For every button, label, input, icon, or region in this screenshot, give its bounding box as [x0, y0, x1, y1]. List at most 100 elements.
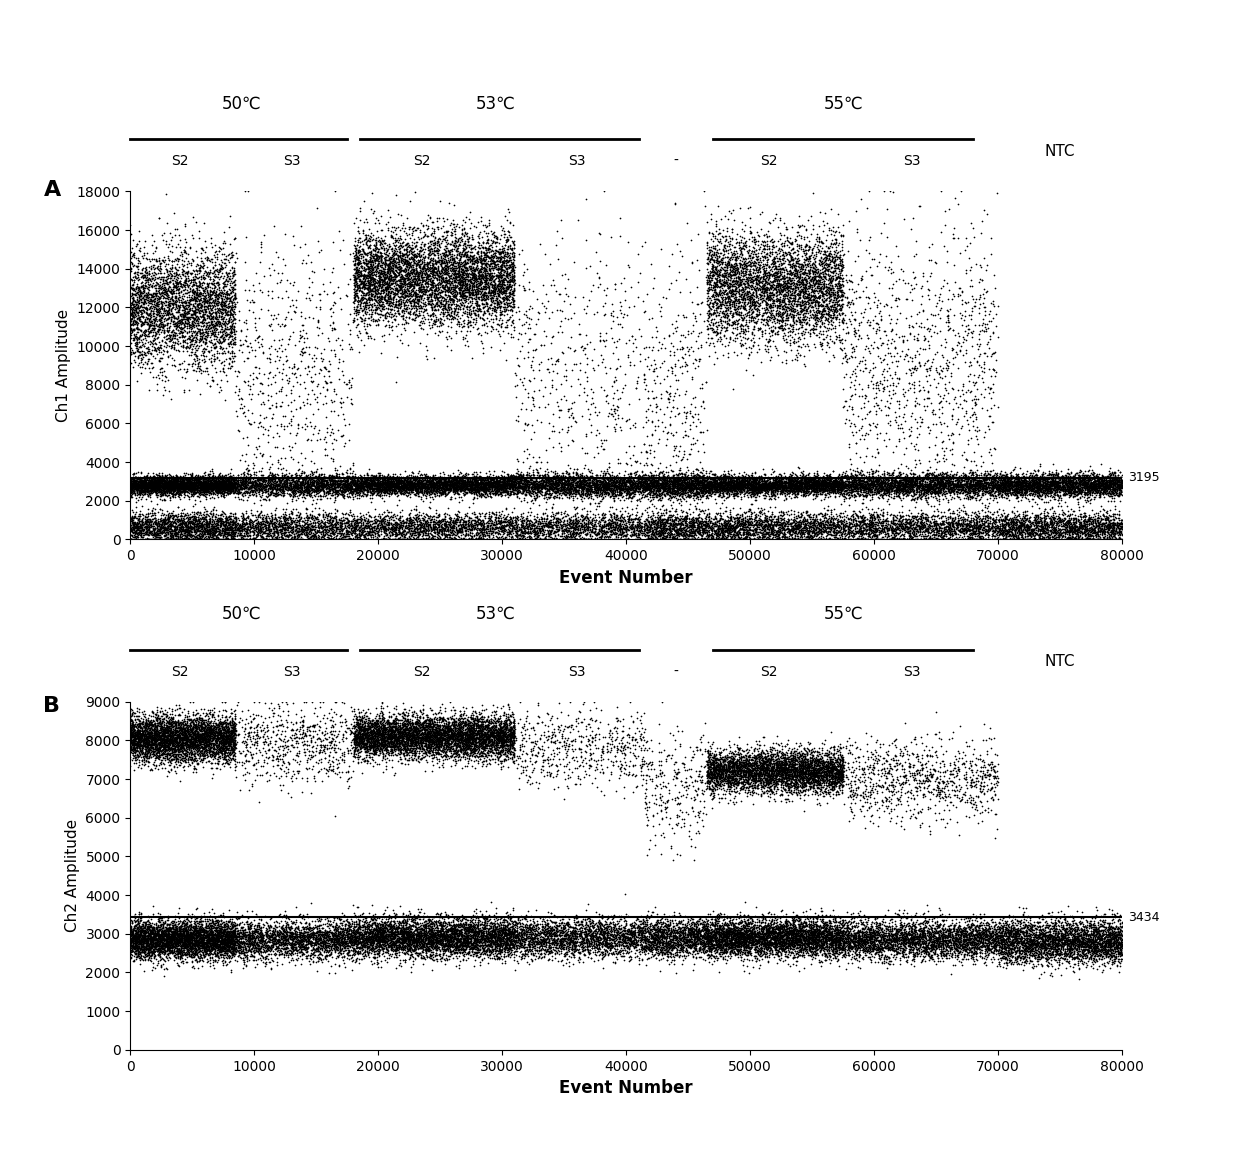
- Point: [247, 760, 267, 778]
- Point: [663, 930, 683, 949]
- Point: [810, 761, 830, 780]
- Point: [756, 935, 776, 954]
- Point: [520, 935, 539, 954]
- Point: [534, 470, 554, 488]
- Point: [124, 921, 144, 940]
- Point: [520, 474, 539, 493]
- Point: [790, 937, 810, 956]
- Point: [159, 928, 179, 947]
- Point: [290, 937, 310, 956]
- Point: [689, 516, 709, 535]
- Point: [195, 926, 215, 944]
- Point: [355, 254, 374, 273]
- Point: [780, 229, 800, 247]
- Point: [1001, 954, 1021, 972]
- Point: [144, 530, 164, 549]
- Point: [790, 235, 810, 254]
- Point: [269, 697, 289, 716]
- Point: [972, 530, 992, 549]
- Point: [232, 937, 252, 956]
- Point: [562, 471, 582, 490]
- Point: [291, 942, 311, 960]
- Point: [1056, 476, 1076, 494]
- Point: [636, 766, 656, 784]
- Point: [794, 471, 813, 490]
- Point: [171, 738, 191, 756]
- Point: [348, 476, 368, 494]
- Point: [692, 914, 712, 933]
- Point: [864, 926, 884, 944]
- Point: [761, 782, 781, 800]
- Point: [363, 948, 383, 966]
- Point: [371, 463, 391, 481]
- Point: [1053, 476, 1073, 494]
- Point: [408, 483, 428, 501]
- Point: [649, 920, 668, 938]
- Point: [479, 213, 498, 232]
- Point: [361, 916, 381, 935]
- Point: [971, 905, 991, 923]
- Point: [764, 306, 784, 325]
- Point: [1060, 474, 1080, 493]
- Point: [379, 237, 399, 255]
- Point: [216, 740, 236, 759]
- Point: [337, 945, 357, 964]
- Point: [837, 928, 857, 947]
- Point: [1097, 934, 1117, 952]
- Point: [733, 766, 753, 784]
- Point: [440, 490, 460, 508]
- Point: [159, 326, 179, 345]
- Point: [157, 521, 177, 539]
- Point: [489, 728, 508, 747]
- Point: [450, 936, 470, 955]
- Point: [901, 470, 921, 488]
- Point: [407, 486, 427, 505]
- Point: [711, 771, 730, 790]
- Point: [1066, 918, 1086, 936]
- Point: [280, 485, 300, 503]
- Point: [191, 915, 211, 934]
- Point: [790, 746, 810, 764]
- Point: [446, 509, 466, 528]
- Point: [298, 935, 317, 954]
- Point: [709, 477, 729, 495]
- Point: [601, 752, 621, 770]
- Point: [755, 336, 775, 355]
- Point: [899, 478, 919, 496]
- Point: [787, 300, 807, 319]
- Point: [1011, 920, 1030, 938]
- Point: [1109, 935, 1128, 954]
- Point: [170, 726, 190, 745]
- Point: [477, 467, 497, 486]
- Point: [826, 266, 846, 284]
- Point: [880, 925, 900, 943]
- Point: [434, 950, 454, 969]
- Point: [192, 517, 212, 536]
- Point: [985, 474, 1004, 493]
- Point: [729, 303, 749, 321]
- Point: [187, 734, 207, 753]
- Point: [703, 266, 723, 284]
- Point: [977, 506, 997, 524]
- Point: [704, 281, 724, 299]
- Point: [822, 753, 842, 771]
- Point: [505, 726, 525, 745]
- Point: [810, 941, 830, 959]
- Point: [1069, 470, 1089, 488]
- Point: [742, 331, 761, 349]
- Point: [1001, 470, 1021, 488]
- Point: [298, 328, 317, 347]
- Point: [672, 947, 692, 965]
- Point: [828, 478, 848, 496]
- Point: [455, 304, 475, 322]
- Point: [218, 933, 238, 951]
- Point: [217, 325, 237, 343]
- Point: [1007, 926, 1027, 944]
- Point: [924, 473, 944, 492]
- Point: [405, 722, 425, 740]
- Point: [551, 390, 570, 408]
- Point: [954, 513, 973, 531]
- Point: [1079, 466, 1099, 485]
- Point: [451, 474, 471, 493]
- Point: [858, 941, 878, 959]
